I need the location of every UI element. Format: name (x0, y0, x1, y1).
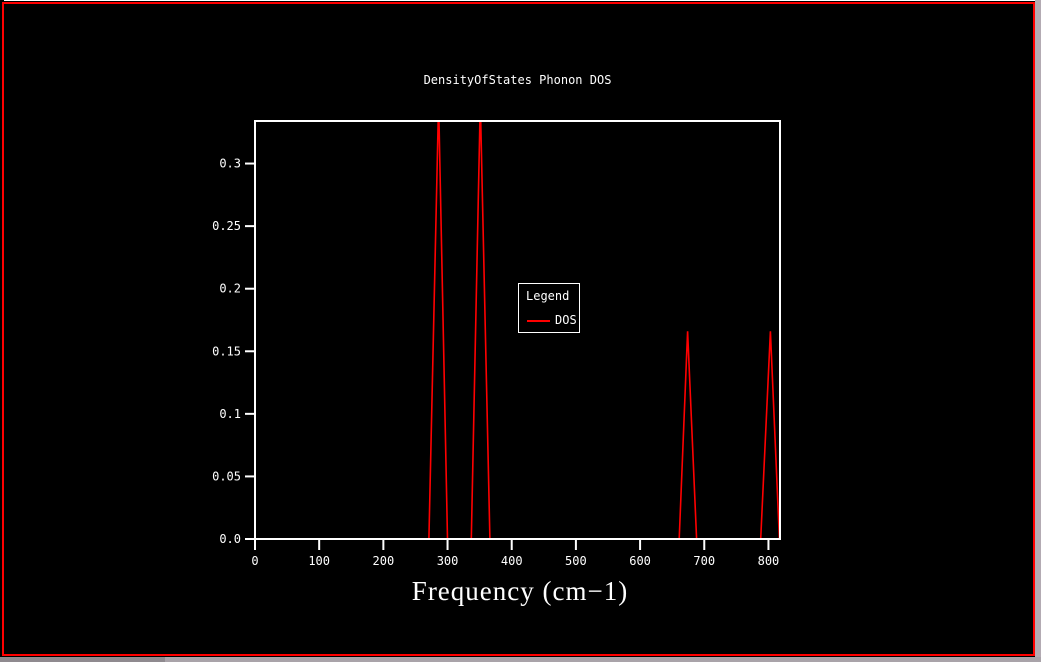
x-tick-label: 200 (373, 554, 395, 568)
legend-box: Legend DOS (518, 283, 580, 333)
desktop-bottom-strip-right (165, 657, 1041, 662)
dos-line-swatch (527, 320, 550, 322)
x-tick-label: 400 (501, 554, 523, 568)
y-tick-label: 0.2 (219, 282, 241, 296)
legend-entry-dos: DOS (519, 313, 579, 328)
y-tick-label: 0.05 (212, 469, 241, 483)
x-tick-label: 100 (308, 554, 330, 568)
legend-title: Legend (526, 289, 570, 303)
x-tick-label: 0 (251, 554, 258, 568)
chart-title: DensityOfStates Phonon DOS (423, 73, 612, 87)
plot-frame (254, 120, 781, 540)
x-tick-label: 700 (693, 554, 715, 568)
desktop-bottom-strip-left (0, 657, 165, 662)
x-axis-title: Frequency (cm−1) (411, 576, 629, 606)
y-tick-label: 0.15 (212, 344, 241, 358)
legend-entry-label: DOS (555, 313, 577, 327)
y-tick-label: 0.25 (212, 219, 241, 233)
x-tick-label: 800 (758, 554, 780, 568)
x-tick-label: 500 (565, 554, 587, 568)
y-tick-label: 0.3 (219, 157, 241, 171)
x-tick-label: 300 (437, 554, 459, 568)
y-tick-label: 0.1 (219, 407, 241, 421)
desktop-right-strip (1035, 0, 1041, 662)
x-tick-label: 600 (629, 554, 651, 568)
window-top-hairline (4, 0, 1035, 1)
y-tick-label: 0.0 (219, 532, 241, 546)
